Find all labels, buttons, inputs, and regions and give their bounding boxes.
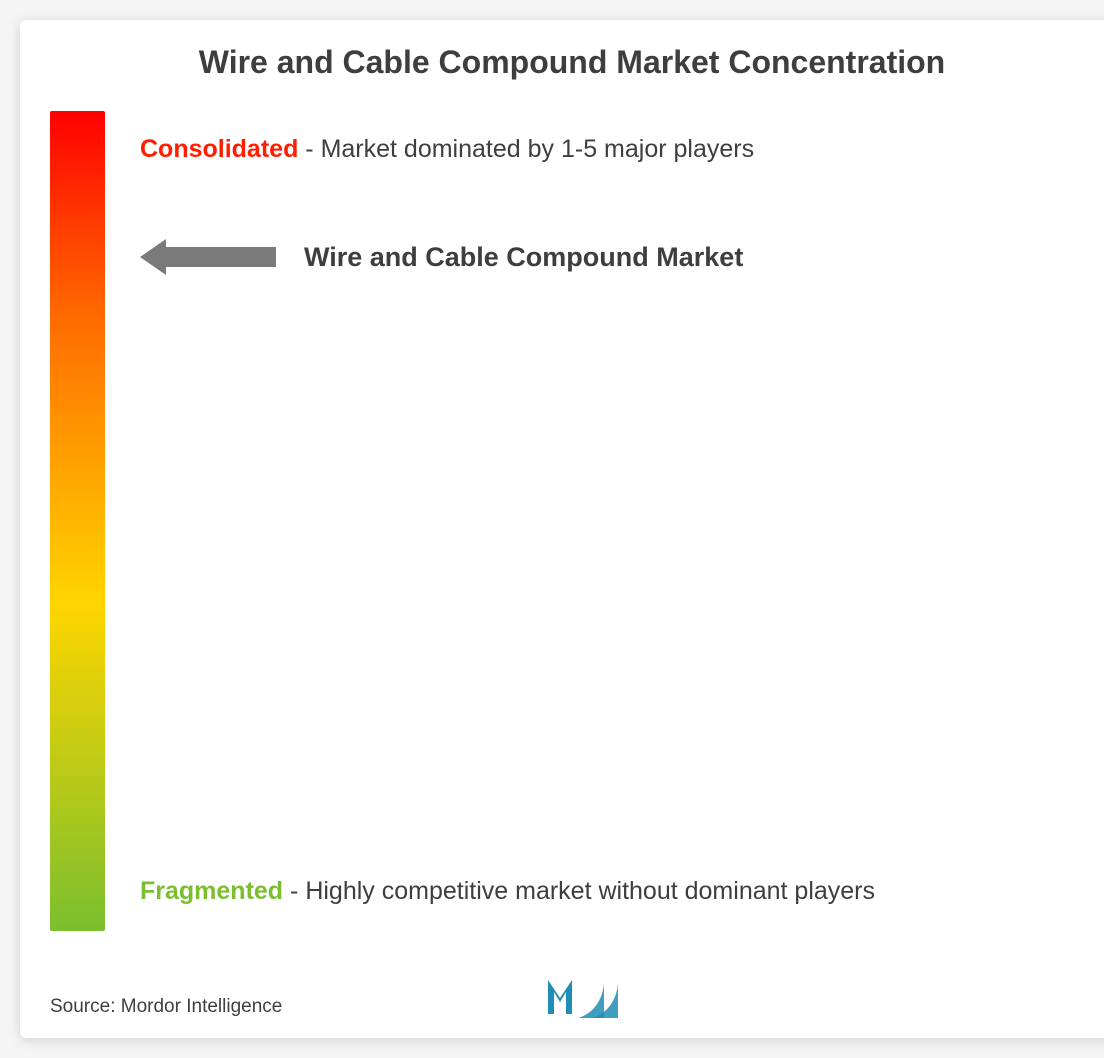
arrow-icon (140, 239, 276, 275)
market-marker-row: Wire and Cable Compound Market (140, 239, 1094, 275)
fragmented-label: Fragmented - Highly competitive market w… (140, 871, 875, 911)
fragmented-desc: - Highly competitive market without domi… (290, 877, 875, 905)
fragmented-term: Fragmented (140, 877, 283, 905)
labels-column: Consolidated - Market dominated by 1-5 m… (105, 111, 1094, 931)
consolidated-label: Consolidated - Market dominated by 1-5 m… (140, 129, 1094, 169)
source-text: Source: Mordor Intelligence (50, 996, 282, 1018)
content-row: Consolidated - Market dominated by 1-5 m… (50, 111, 1094, 931)
logo-icon (546, 970, 624, 1018)
marker-text: Wire and Cable Compound Market (304, 242, 743, 273)
concentration-card: Wire and Cable Compound Market Concentra… (20, 20, 1104, 1038)
chart-title: Wire and Cable Compound Market Concentra… (50, 44, 1094, 81)
arrow-head-icon (140, 239, 166, 275)
footer: Source: Mordor Intelligence (50, 970, 1094, 1018)
consolidated-term: Consolidated (140, 135, 298, 163)
consolidated-desc: - Market dominated by 1-5 major players (305, 135, 754, 163)
arrow-body-icon (166, 247, 276, 267)
concentration-gradient-bar (50, 111, 105, 931)
